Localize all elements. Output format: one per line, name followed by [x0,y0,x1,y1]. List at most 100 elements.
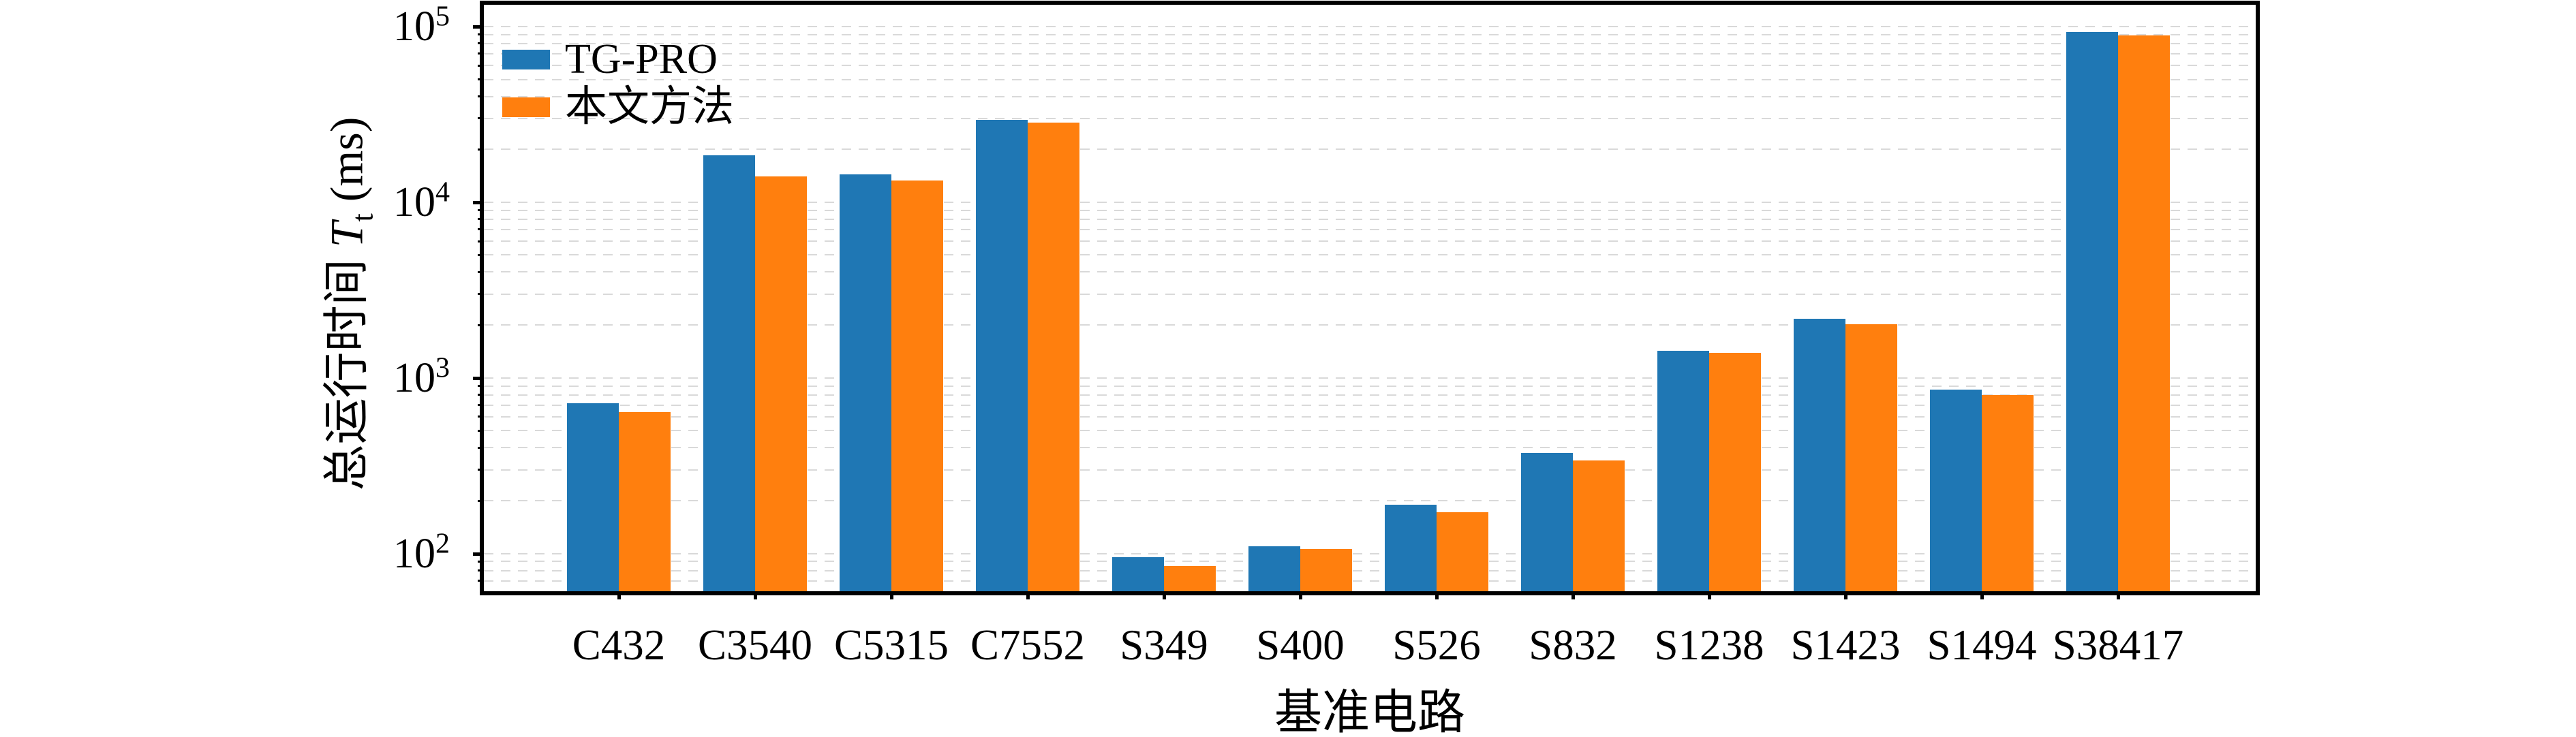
x-tick-label-S1238: S1238 [1654,621,1764,669]
y-minor-tick [478,240,484,242]
y-minor-tick [478,394,484,396]
y-gridline [484,201,2256,203]
legend-entry-proposed: 本文方法 [502,83,734,131]
y-gridline [484,500,2256,501]
y-minor-tick [478,404,484,407]
x-tick [1026,591,1030,599]
x-tick-label-S832: S832 [1529,621,1617,669]
legend-swatch-orange [502,97,550,117]
y-gridline [484,240,2256,242]
y-major-tick [473,376,484,380]
y-minor-tick [478,580,484,582]
y-gridline [484,148,2256,151]
y-gridline [484,95,2256,97]
y-minor-tick [478,429,484,432]
y-minor-tick [478,148,484,151]
y-gridline [484,580,2256,582]
x-tick-label-S400: S400 [1256,621,1345,669]
y-major-tick [473,552,484,556]
y-tick-label: 102 [393,527,450,577]
legend: TG-PRO 本文方法 [502,35,734,131]
y-minor-tick [478,415,484,418]
y-gridline [484,430,2256,432]
legend-label-proposed: 本文方法 [565,84,735,130]
y-tick-label: 103 [393,352,450,401]
bar-本文方法-S1423 [1845,324,1897,591]
y-gridline [484,228,2256,230]
y-minor-tick [478,42,484,45]
bar-本文方法-S1238 [1709,352,1761,591]
y-minor-tick [478,117,484,120]
y-gridline [484,42,2256,44]
bar-本文方法-S349 [1164,565,1216,591]
bar-本文方法-S1494 [1982,395,2034,591]
x-tick [617,591,621,599]
bar-本文方法-C7552 [1028,122,1079,591]
x-tick-label-S1423: S1423 [1790,621,1901,669]
y-gridline [484,561,2256,563]
y-gridline [484,447,2256,449]
x-tick [1299,591,1302,599]
bar-TG-PRO-S526 [1385,504,1437,591]
bar-TG-PRO-S1494 [1930,389,1982,591]
y-minor-tick [478,446,484,449]
x-tick [890,591,893,599]
x-tick [1844,591,1847,599]
axes-frame [480,1,2260,595]
y-minor-tick [478,270,484,273]
y-minor-tick [478,209,484,212]
x-tick [1571,591,1575,599]
bar-TG-PRO-S1238 [1657,351,1709,591]
bar-TG-PRO-C5315 [840,174,891,591]
y-gridline [484,33,2256,35]
y-gridline [484,271,2256,273]
x-tick [1980,591,1984,599]
y-minor-tick [478,293,484,296]
x-tick [754,591,757,599]
y-gridline [484,25,2256,27]
x-tick-label-S349: S349 [1120,621,1208,669]
bar-TG-PRO-S1423 [1794,318,1845,591]
y-gridline [484,52,2256,54]
y-tick-label: 104 [393,176,450,225]
y-tick-label: 105 [393,1,450,50]
x-tick-label-C432: C432 [572,621,666,669]
legend-entry-tgpro: TG-PRO [502,35,734,83]
plot-area [484,5,2256,591]
legend-swatch-blue [502,49,550,69]
y-gridline [484,404,2256,406]
y-axis-label-prefix: 总运行时间 [320,247,373,491]
x-tick-label-S526: S526 [1392,621,1481,669]
y-minor-tick [478,95,484,98]
y-minor-tick [478,218,484,221]
y-minor-tick [478,385,484,388]
y-minor-tick [478,324,484,326]
y-gridline [484,117,2256,119]
y-gridline [484,415,2256,418]
bar-TG-PRO-C3540 [703,155,755,591]
y-gridline [484,78,2256,80]
y-gridline [484,209,2256,211]
bar-本文方法-C3540 [755,176,807,591]
bar-TG-PRO-C7552 [976,119,1028,591]
y-minor-tick [478,560,484,563]
bar-TG-PRO-S38417 [2066,32,2118,591]
y-major-tick [473,25,484,29]
y-gridline [484,569,2256,571]
x-tick-label-S1494: S1494 [1927,621,2037,669]
y-gridline [484,293,2256,295]
y-minor-tick [478,64,484,67]
y-axis-label-variable: T [320,221,373,248]
y-axis-label-suffix: (ms) [320,116,373,214]
y-gridline [484,552,2256,554]
y-gridline [484,377,2256,379]
y-minor-tick [478,33,484,36]
legend-label-tgpro: TG-PRO [565,36,718,82]
y-minor-tick [478,499,484,502]
y-gridline [484,469,2256,471]
x-tick [1708,591,1711,599]
y-axis-label-subscript: t [346,213,380,222]
bar-本文方法-S400 [1300,549,1352,591]
y-gridline [484,324,2256,326]
